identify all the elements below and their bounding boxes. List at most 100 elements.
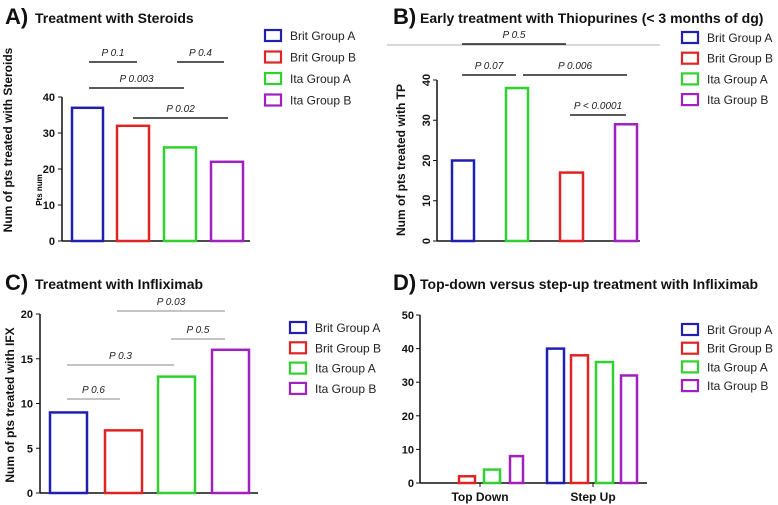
legend-label: Ita Group B	[290, 94, 351, 108]
legend-item: Ita Group B	[680, 379, 768, 393]
legend-label: Brit Group B	[290, 51, 356, 65]
y-tick-label: 10	[21, 399, 33, 411]
y-tick-label: 20	[421, 154, 433, 166]
bar-ita-group-b	[619, 374, 639, 485]
panel-c: C) Treatment with Infliximab 0 5 10 15 20 Num o…	[3, 270, 381, 500]
panel-title: Treatment with Infliximab	[35, 276, 203, 292]
panel-label: D)	[393, 270, 416, 295]
p-value-label: P 0.1	[102, 48, 125, 59]
bar-ita-group-a	[156, 375, 197, 495]
p-value-label: P 0.03	[157, 297, 186, 308]
legend-swatch	[263, 93, 283, 107]
y-tick-label: 20	[43, 164, 55, 176]
legend-item: Brit Group A	[680, 30, 772, 45]
y-tick-label: 10	[421, 195, 433, 207]
y-tick-label: 40	[43, 92, 55, 104]
legend-label: Brit Group A	[315, 321, 380, 335]
legend-swatch	[680, 30, 700, 45]
legend-item: Brit Group B	[680, 341, 773, 356]
bar-ita-group-b	[210, 348, 251, 495]
bar-ita-group-a	[504, 86, 530, 243]
p-value-label: P 0.6	[82, 385, 105, 396]
bar-ita-group-a	[162, 146, 198, 243]
p-value-label: P 0.4	[189, 48, 212, 59]
legend-item: Brit Group B	[288, 341, 381, 355]
legend-label: Ita Group A	[707, 72, 768, 86]
x-tick-label: Top Down	[451, 490, 508, 504]
bar-brit-group-b	[457, 475, 477, 485]
y-tick-label: 10	[402, 444, 414, 456]
y-axis-label: Num of pts treated with IFX	[3, 327, 17, 482]
p-value-label: P 0.5	[187, 325, 210, 336]
y-tick-label: 0	[27, 488, 33, 500]
legend-item: Ita Group A	[680, 360, 768, 374]
legend-label: Brit Group B	[707, 342, 773, 356]
legend-item: Brit Group A	[263, 28, 355, 43]
legend-label: Ita Group A	[315, 362, 376, 376]
p-value-label: P 0.07	[475, 61, 504, 72]
bar-brit-group-b	[115, 124, 151, 243]
legend-label: Brit Group A	[707, 323, 772, 337]
y-tick-label: 0	[408, 478, 414, 490]
legend-item: Ita Group A	[288, 361, 376, 376]
panel-d: D) Top-down versus step-up treatment with…	[393, 270, 773, 504]
x-tick-label: Step Up	[570, 490, 615, 504]
y-tick-label: 30	[421, 114, 433, 126]
legend-swatch	[263, 71, 283, 86]
legend-item: Brit Group B	[263, 50, 356, 65]
y-tick-label: 30	[402, 377, 414, 389]
legend-item: Ita Group B	[288, 381, 376, 396]
panel-title: Early treatment with Thiopurines (< 3 mo…	[420, 10, 763, 26]
panel-label: C)	[5, 270, 28, 295]
bar-ita-group-a	[594, 360, 615, 485]
legend-label: Ita Group A	[290, 72, 351, 86]
p-value-label: P 0.3	[109, 351, 132, 362]
p-value-label: P 0.003	[119, 74, 154, 85]
y-axis-sublabel: Pts num	[35, 174, 44, 206]
legend-swatch	[288, 320, 308, 335]
panel-a: A) Treatment with Steroids 0 10 20 30 40 Num of…	[1, 4, 356, 248]
legend-swatch	[680, 322, 700, 337]
y-tick-label: 0	[49, 236, 55, 248]
legend-item: Ita Group B	[263, 93, 351, 108]
panel-label: A)	[5, 4, 28, 29]
y-tick-label: 30	[43, 128, 55, 140]
p-value-label: P < 0.0001	[574, 101, 622, 112]
y-tick-label: 10	[43, 200, 55, 212]
legend-swatch	[680, 379, 700, 393]
legend-label: Brit Group B	[707, 52, 773, 66]
legend-label: Ita Group B	[707, 93, 768, 107]
bar-brit-group-a	[48, 411, 89, 495]
legend-item: Ita Group A	[680, 72, 768, 86]
y-tick-label: 5	[27, 443, 33, 455]
legend-item: Ita Group B	[680, 92, 768, 107]
legend-item: Brit Group A	[288, 320, 380, 335]
bar-brit-group-b	[569, 354, 590, 485]
legend-swatch	[288, 381, 308, 395]
legend-item: Brit Group A	[680, 322, 772, 337]
bar-brit-group-a	[545, 347, 566, 485]
y-axis-label: Num of pts treated with TP	[394, 84, 408, 236]
bar-ita-group-b	[613, 123, 639, 243]
y-axis-label: Num of pts treated with Steroids	[1, 47, 15, 232]
legend-swatch	[288, 361, 308, 375]
panel-b: B) Early treatment with Thiopurines (< 3 …	[387, 4, 773, 244]
legend-label: Brit Group A	[290, 29, 355, 43]
p-value-label: P 0.006	[558, 61, 593, 72]
legend-swatch	[263, 28, 283, 43]
bar-brit-group-b	[103, 429, 144, 495]
legend-label: Brit Group A	[707, 31, 772, 45]
legend-item: Brit Group B	[680, 51, 773, 66]
y-tick-label: 20	[21, 309, 33, 321]
legend-label: Ita Group B	[315, 382, 376, 396]
panel-title: Top-down versus step-up treatment with I…	[420, 276, 758, 292]
bar-brit-group-b	[558, 171, 585, 243]
bar-ita-group-b	[209, 160, 245, 243]
bar-ita-group-b	[508, 454, 525, 485]
legend-swatch	[680, 51, 700, 65]
legend-label: Ita Group B	[707, 379, 768, 393]
bar-brit-group-a	[450, 159, 476, 243]
legend-item: Ita Group A	[263, 71, 351, 86]
panel-label: B)	[393, 4, 416, 29]
legend-swatch	[680, 72, 700, 86]
